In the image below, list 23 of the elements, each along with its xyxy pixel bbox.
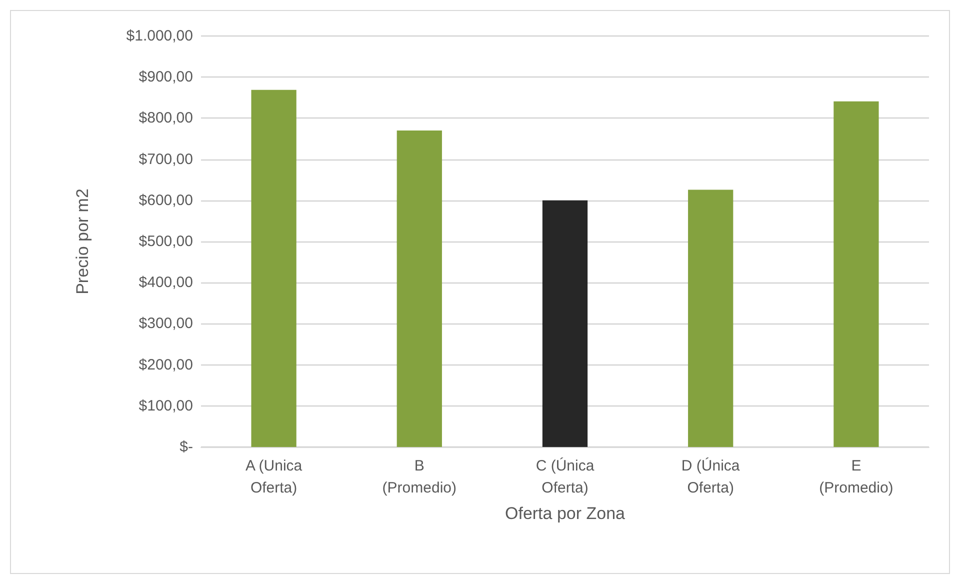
y-tick-label: $600,00 (138, 192, 193, 209)
x-tick-label: A (Unica Oferta) (245, 458, 303, 496)
x-tick-label: E (Promedio) (819, 458, 894, 496)
x-tick-label: D (Única Oferta) (681, 456, 740, 496)
y-tick-label: $800,00 (138, 110, 193, 127)
x-axis-title: Oferta por Zona (504, 504, 626, 523)
y-tick-label: $1.000,00 (126, 28, 193, 44)
x-tick-label: B (Promedio) (382, 458, 456, 496)
x-tick-label: C (Única Oferta) (536, 456, 595, 496)
y-tick-label: $700,00 (138, 150, 193, 168)
bar (396, 130, 442, 447)
y-tick-label: $900,00 (138, 68, 193, 86)
y-tick-label: $400,00 (138, 274, 193, 292)
y-tick-label: $500,00 (138, 233, 193, 250)
bar (834, 101, 879, 447)
y-tick-label: $300,00 (138, 315, 193, 332)
y-axis-title: Precio por m2 (73, 188, 92, 294)
y-tick-label: $- (180, 438, 193, 456)
bar (542, 200, 588, 447)
bar (688, 190, 734, 447)
y-tick-label: $100,00 (138, 397, 193, 414)
y-tick-label: $200,00 (138, 356, 193, 374)
bar (251, 90, 296, 447)
